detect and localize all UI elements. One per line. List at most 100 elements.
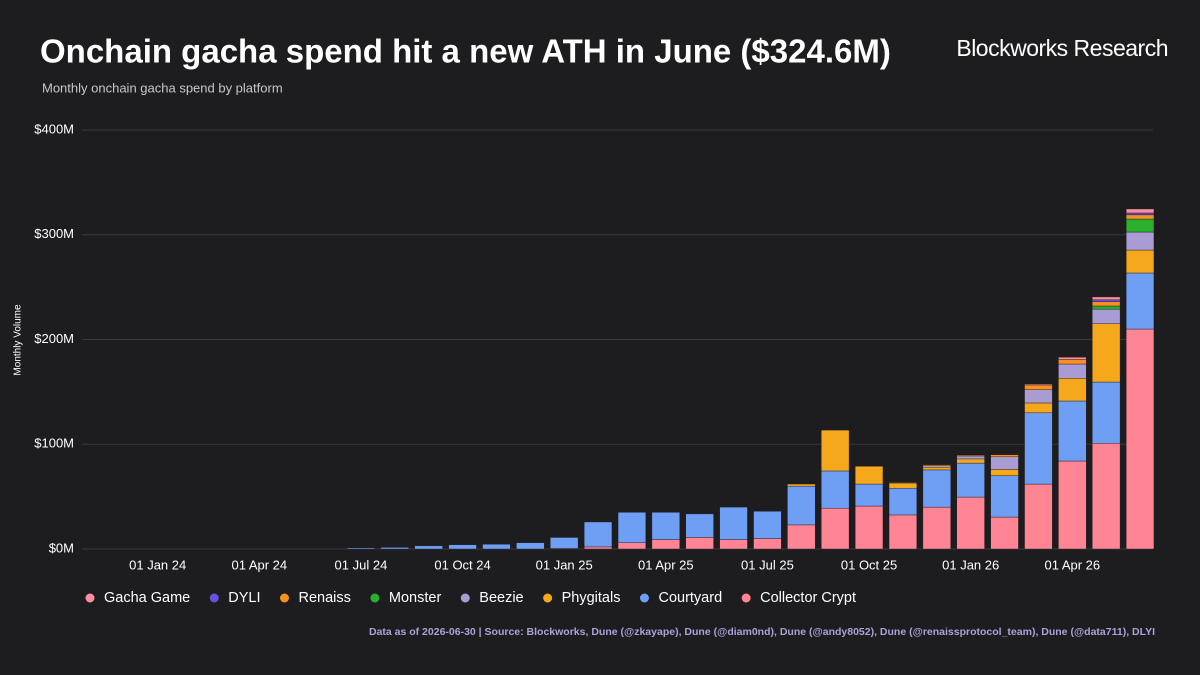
bar-segment [1058, 460, 1087, 550]
bar-segment [922, 465, 951, 468]
bar-segment [854, 483, 884, 507]
bar-segment [1092, 301, 1121, 307]
legend-marker [543, 593, 553, 603]
x-tick-label: 01 Jan 25 [536, 557, 593, 572]
legend-marker [209, 593, 219, 603]
bar-segment [990, 475, 1019, 518]
bar-segment [380, 547, 409, 550]
x-tick-label: 01 Jan 26 [942, 557, 999, 572]
bar-segment [1024, 383, 1053, 386]
bar-segment [1092, 381, 1121, 444]
x-tick-label: 01 Jul 25 [741, 557, 794, 572]
bar-segment [1125, 231, 1155, 251]
x-tick-label: 01 Apr 25 [638, 557, 694, 572]
bar-segment [1024, 384, 1053, 390]
legend-marker [280, 593, 289, 603]
bar-segment [1125, 208, 1155, 214]
bar-segment [1024, 402, 1053, 414]
bar-segment [1092, 323, 1121, 383]
bar-segment [1125, 328, 1155, 550]
bar-segment [1024, 412, 1053, 485]
bar-segment [990, 516, 1019, 550]
bar-segment [1125, 212, 1155, 216]
bar-segment [787, 483, 816, 487]
legend-label: Renaiss [299, 590, 351, 606]
y-tick-label: $200M [34, 331, 74, 346]
x-tick-label: 01 Oct 24 [434, 557, 490, 572]
legend-marker [370, 593, 380, 603]
bar-segment [1125, 218, 1155, 233]
chart-title: Onchain gacha spend hit a new ATH in Jun… [40, 33, 891, 70]
bar-segment [854, 505, 884, 550]
bar-segment [888, 481, 918, 483]
legend-label: Collector Crypt [760, 590, 856, 606]
legend-label: Courtyard [658, 590, 722, 606]
bar-segment [550, 537, 579, 549]
bar-segment [719, 539, 748, 550]
brand: Blockworks Research [956, 35, 1168, 61]
bar-segment [617, 542, 647, 550]
bar-segment [956, 496, 985, 550]
legend-label: Monster [389, 590, 442, 606]
bar-segment [956, 454, 985, 457]
bar-segment [956, 455, 985, 460]
bar-segment [922, 467, 951, 471]
bar-segment [990, 454, 1019, 458]
bar-segment [1058, 359, 1087, 365]
legend-label: Beezie [479, 590, 523, 606]
y-tick-label: $100M [34, 436, 74, 451]
bar-segment [685, 513, 714, 538]
bar-segment [888, 488, 918, 516]
bar-segment [651, 512, 680, 540]
x-tick-label: 01 Apr 24 [231, 557, 287, 572]
bar-segment [1092, 308, 1121, 324]
bar-segment [1024, 483, 1053, 550]
bar-segment [482, 544, 511, 550]
bar-segment [617, 512, 647, 543]
bar-segment [753, 511, 782, 539]
bar-segment [1092, 296, 1121, 300]
bar-segment [1092, 443, 1121, 550]
bar-segment [583, 546, 613, 550]
legend-marker [460, 593, 470, 603]
bar-segment [922, 464, 951, 466]
chart-subtitle: Monthly onchain gacha spend by platform [42, 80, 283, 95]
bar-segment [583, 521, 613, 548]
legend-label: DYLI [228, 590, 260, 606]
y-tick-label: $400M [34, 121, 74, 136]
x-tick-label: 01 Jan 24 [129, 557, 186, 572]
bar-segment [1058, 400, 1087, 462]
bar-segment [719, 506, 748, 540]
bar-segment [922, 469, 951, 508]
bar-segment [651, 539, 680, 550]
bar-segment [990, 456, 1019, 470]
bar-segment [516, 542, 545, 550]
y-axis-label: Monthly Volume [13, 304, 24, 376]
bar-segment [922, 506, 951, 550]
bar-segment [346, 547, 376, 550]
legend-marker [85, 593, 95, 603]
bar-segment [821, 470, 850, 509]
y-tick-label: $0M [49, 540, 74, 555]
bar-segment [854, 466, 884, 485]
bar-segment [956, 462, 985, 498]
bar-segment [1058, 378, 1087, 402]
bar-segment [1125, 214, 1155, 220]
bar-segment [787, 485, 816, 526]
bar-segment [1092, 305, 1121, 310]
bar-segment [414, 545, 443, 550]
bar-segment [1125, 249, 1155, 274]
legend-label: Phygitals [562, 590, 621, 606]
bar-segment [753, 538, 782, 550]
source-note: Data as of 2026-06-30 | Source: Blockwor… [369, 626, 1155, 638]
bar-segment [787, 524, 816, 550]
legend-label: Gacha Game [104, 590, 190, 606]
bar-segment [821, 429, 850, 472]
bar-segment [888, 482, 918, 489]
x-tick-label: 01 Apr 26 [1044, 557, 1100, 572]
bar-segment [448, 544, 477, 550]
x-tick-label: 01 Jul 24 [335, 557, 388, 572]
bar-segment [1024, 389, 1053, 404]
